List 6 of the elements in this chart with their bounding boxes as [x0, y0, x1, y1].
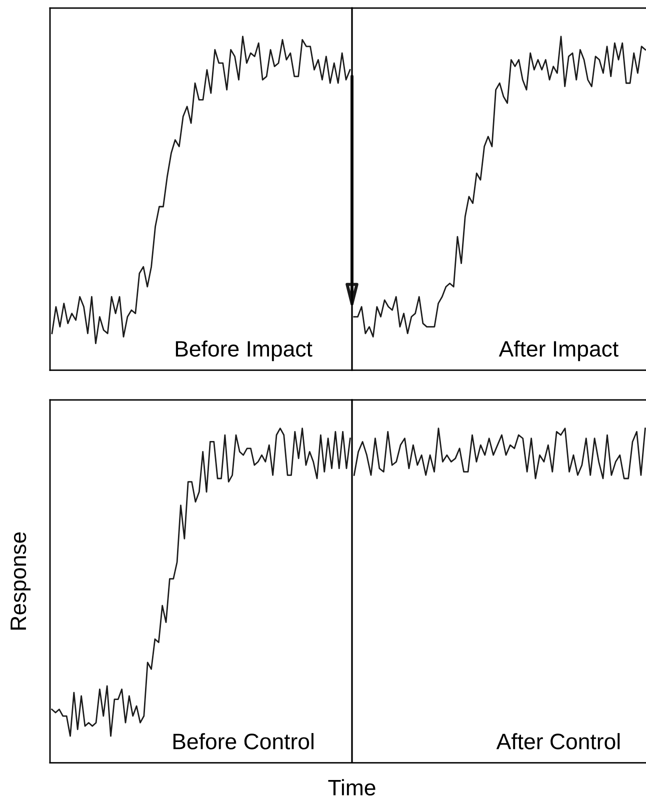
y-axis-title: Response	[10, 532, 31, 630]
annotation: After Impact	[498, 340, 618, 362]
annotation: Before Control	[173, 733, 314, 750]
annotation: Before Impact	[176, 340, 312, 362]
x-axis-title: Time	[328, 779, 376, 796]
annotation: After Control	[496, 733, 620, 750]
